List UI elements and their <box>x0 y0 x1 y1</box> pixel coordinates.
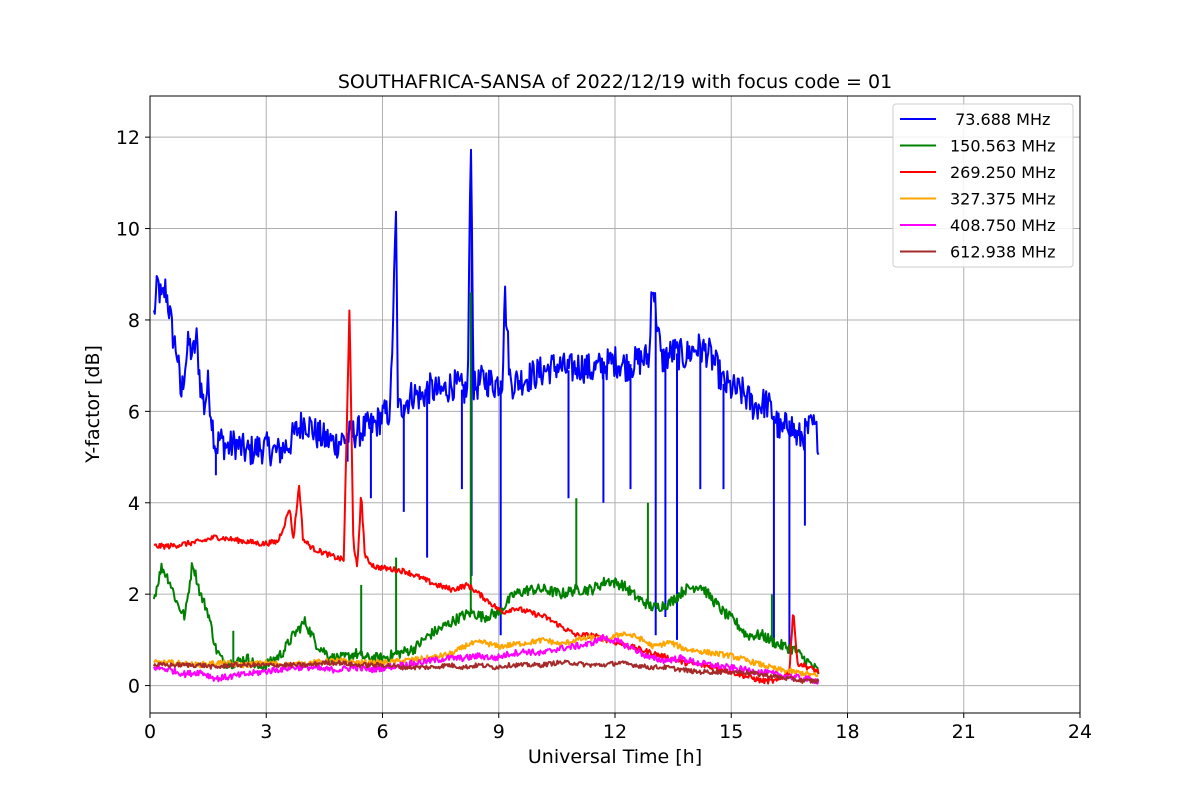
x-tick-label-4: 12 <box>603 721 627 743</box>
legend-label-3: 327.375 MHz <box>950 190 1055 209</box>
x-tick-label-7: 21 <box>952 721 976 743</box>
legend: 73.688 MHz 150.563 MHz 269.250 MHz 327.375 … <box>892 103 1074 268</box>
x-tick-label-6: 18 <box>835 721 859 743</box>
legend-label-2: 269.250 MHz <box>950 163 1055 182</box>
x-tick-label-2: 6 <box>376 721 388 743</box>
series-line-0 <box>152 148 820 654</box>
y-tick-label-2: 4 <box>128 493 140 515</box>
series-line-2 <box>153 309 820 685</box>
y-tick-label-4: 8 <box>128 310 140 332</box>
y-tick-label-3: 6 <box>128 401 140 423</box>
y-axis-ticks: 0 2 4 6 8 10 12 <box>116 127 150 698</box>
x-tick-label-0: 0 <box>144 721 156 743</box>
series-line-1 <box>152 292 820 675</box>
legend-label-4: 408.750 MHz <box>950 216 1055 235</box>
legend-box <box>892 103 1074 268</box>
y-axis-label: Y-factor [dB] <box>82 345 104 464</box>
series-line-4 <box>152 633 820 685</box>
legend-label-1: 150.563 MHz <box>950 137 1055 156</box>
x-axis-ticks: 0 3 6 9 12 15 18 21 24 <box>144 713 1092 743</box>
y-tick-label-6: 12 <box>116 127 140 149</box>
legend-label-5: 612.938 MHz <box>950 243 1055 262</box>
x-tick-label-1: 3 <box>260 721 272 743</box>
series-layer <box>152 148 820 685</box>
y-tick-label-0: 0 <box>128 676 140 698</box>
x-axis-label: Universal Time [h] <box>528 746 702 768</box>
chart-title: SOUTHAFRICA-SANSA of 2022/12/19 with foc… <box>338 71 892 93</box>
y-tick-label-1: 2 <box>128 584 140 606</box>
series-line-5 <box>152 659 820 684</box>
x-tick-label-3: 9 <box>493 721 505 743</box>
y-tick-label-5: 10 <box>116 219 140 241</box>
x-tick-label-8: 24 <box>1068 721 1092 743</box>
x-tick-label-5: 15 <box>719 721 743 743</box>
legend-label-0: 73.688 MHz <box>950 110 1050 129</box>
